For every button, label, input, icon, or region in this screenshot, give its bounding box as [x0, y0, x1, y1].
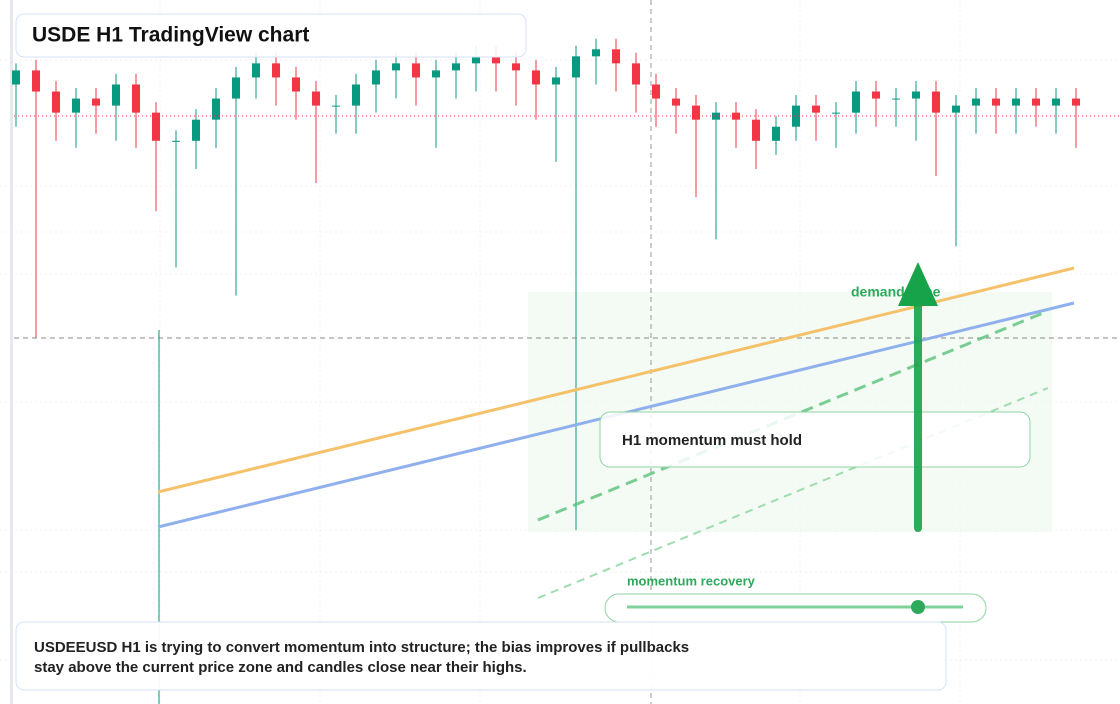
candle-body [232, 77, 240, 99]
candle-body [412, 63, 420, 78]
candle-body [772, 126, 780, 141]
recovery-knob [911, 600, 925, 614]
candle-body [792, 105, 800, 127]
note-line: USDEEUSD H1 is trying to convert momentu… [34, 639, 689, 656]
candle-body [892, 98, 900, 100]
candle-body [52, 91, 60, 113]
candle-body [752, 119, 760, 141]
left-edge [10, 0, 13, 704]
candle-body [692, 105, 700, 120]
candle-body [652, 84, 660, 99]
candle-body [352, 84, 360, 106]
candle-body [732, 112, 740, 120]
candle-body [572, 56, 580, 78]
candle-body [112, 84, 120, 106]
box-label: H1 momentum must hold [622, 432, 802, 449]
candle-body [432, 70, 440, 78]
candle-body [252, 63, 260, 78]
candle-body [912, 91, 920, 99]
title-box [15, 13, 527, 58]
candle-body [1032, 98, 1040, 106]
candle-body [1072, 98, 1080, 106]
candle-body [832, 112, 840, 114]
candle-body [532, 70, 540, 85]
candle-body [872, 91, 880, 99]
candle-body [152, 112, 160, 141]
candle-body [552, 77, 560, 85]
arrow-head [898, 262, 938, 306]
candle-body [972, 98, 980, 106]
candle-body [132, 84, 140, 113]
candle-body [372, 70, 380, 85]
annotation-box [599, 411, 1031, 468]
candle-body [932, 91, 940, 113]
candle-body [272, 63, 280, 78]
candle-body [852, 91, 860, 113]
candle-body [992, 98, 1000, 106]
note-box [15, 621, 947, 691]
candle-body [392, 63, 400, 71]
candle-body [332, 105, 340, 107]
candle-body [472, 56, 480, 64]
note-line: stay above the current price zone and ca… [34, 659, 527, 676]
candle-body [512, 63, 520, 71]
title: USDE H1 TradingView chart [32, 24, 309, 47]
candle-body [672, 98, 680, 106]
candle-body [172, 140, 180, 142]
candle-body [212, 98, 220, 120]
candle-body [72, 98, 80, 113]
candle-body [292, 77, 300, 92]
candle-body [492, 56, 500, 64]
candle-body [1012, 98, 1020, 106]
candle-body [952, 105, 960, 113]
candle-body [192, 119, 200, 141]
candle-body [592, 49, 600, 57]
candle-body [632, 63, 640, 85]
candle-body [812, 105, 820, 113]
candle-body [1052, 98, 1060, 106]
candle-body [452, 63, 460, 71]
candle-body [312, 91, 320, 106]
candle-body [712, 112, 720, 120]
candle-body [612, 49, 620, 64]
candles [12, 38, 1080, 531]
candle-body [12, 70, 20, 85]
candle-body [92, 98, 100, 106]
candle-body [32, 70, 40, 92]
recovery-label: momentum recovery [627, 573, 756, 588]
trend-line-dashed-light [537, 387, 1049, 599]
